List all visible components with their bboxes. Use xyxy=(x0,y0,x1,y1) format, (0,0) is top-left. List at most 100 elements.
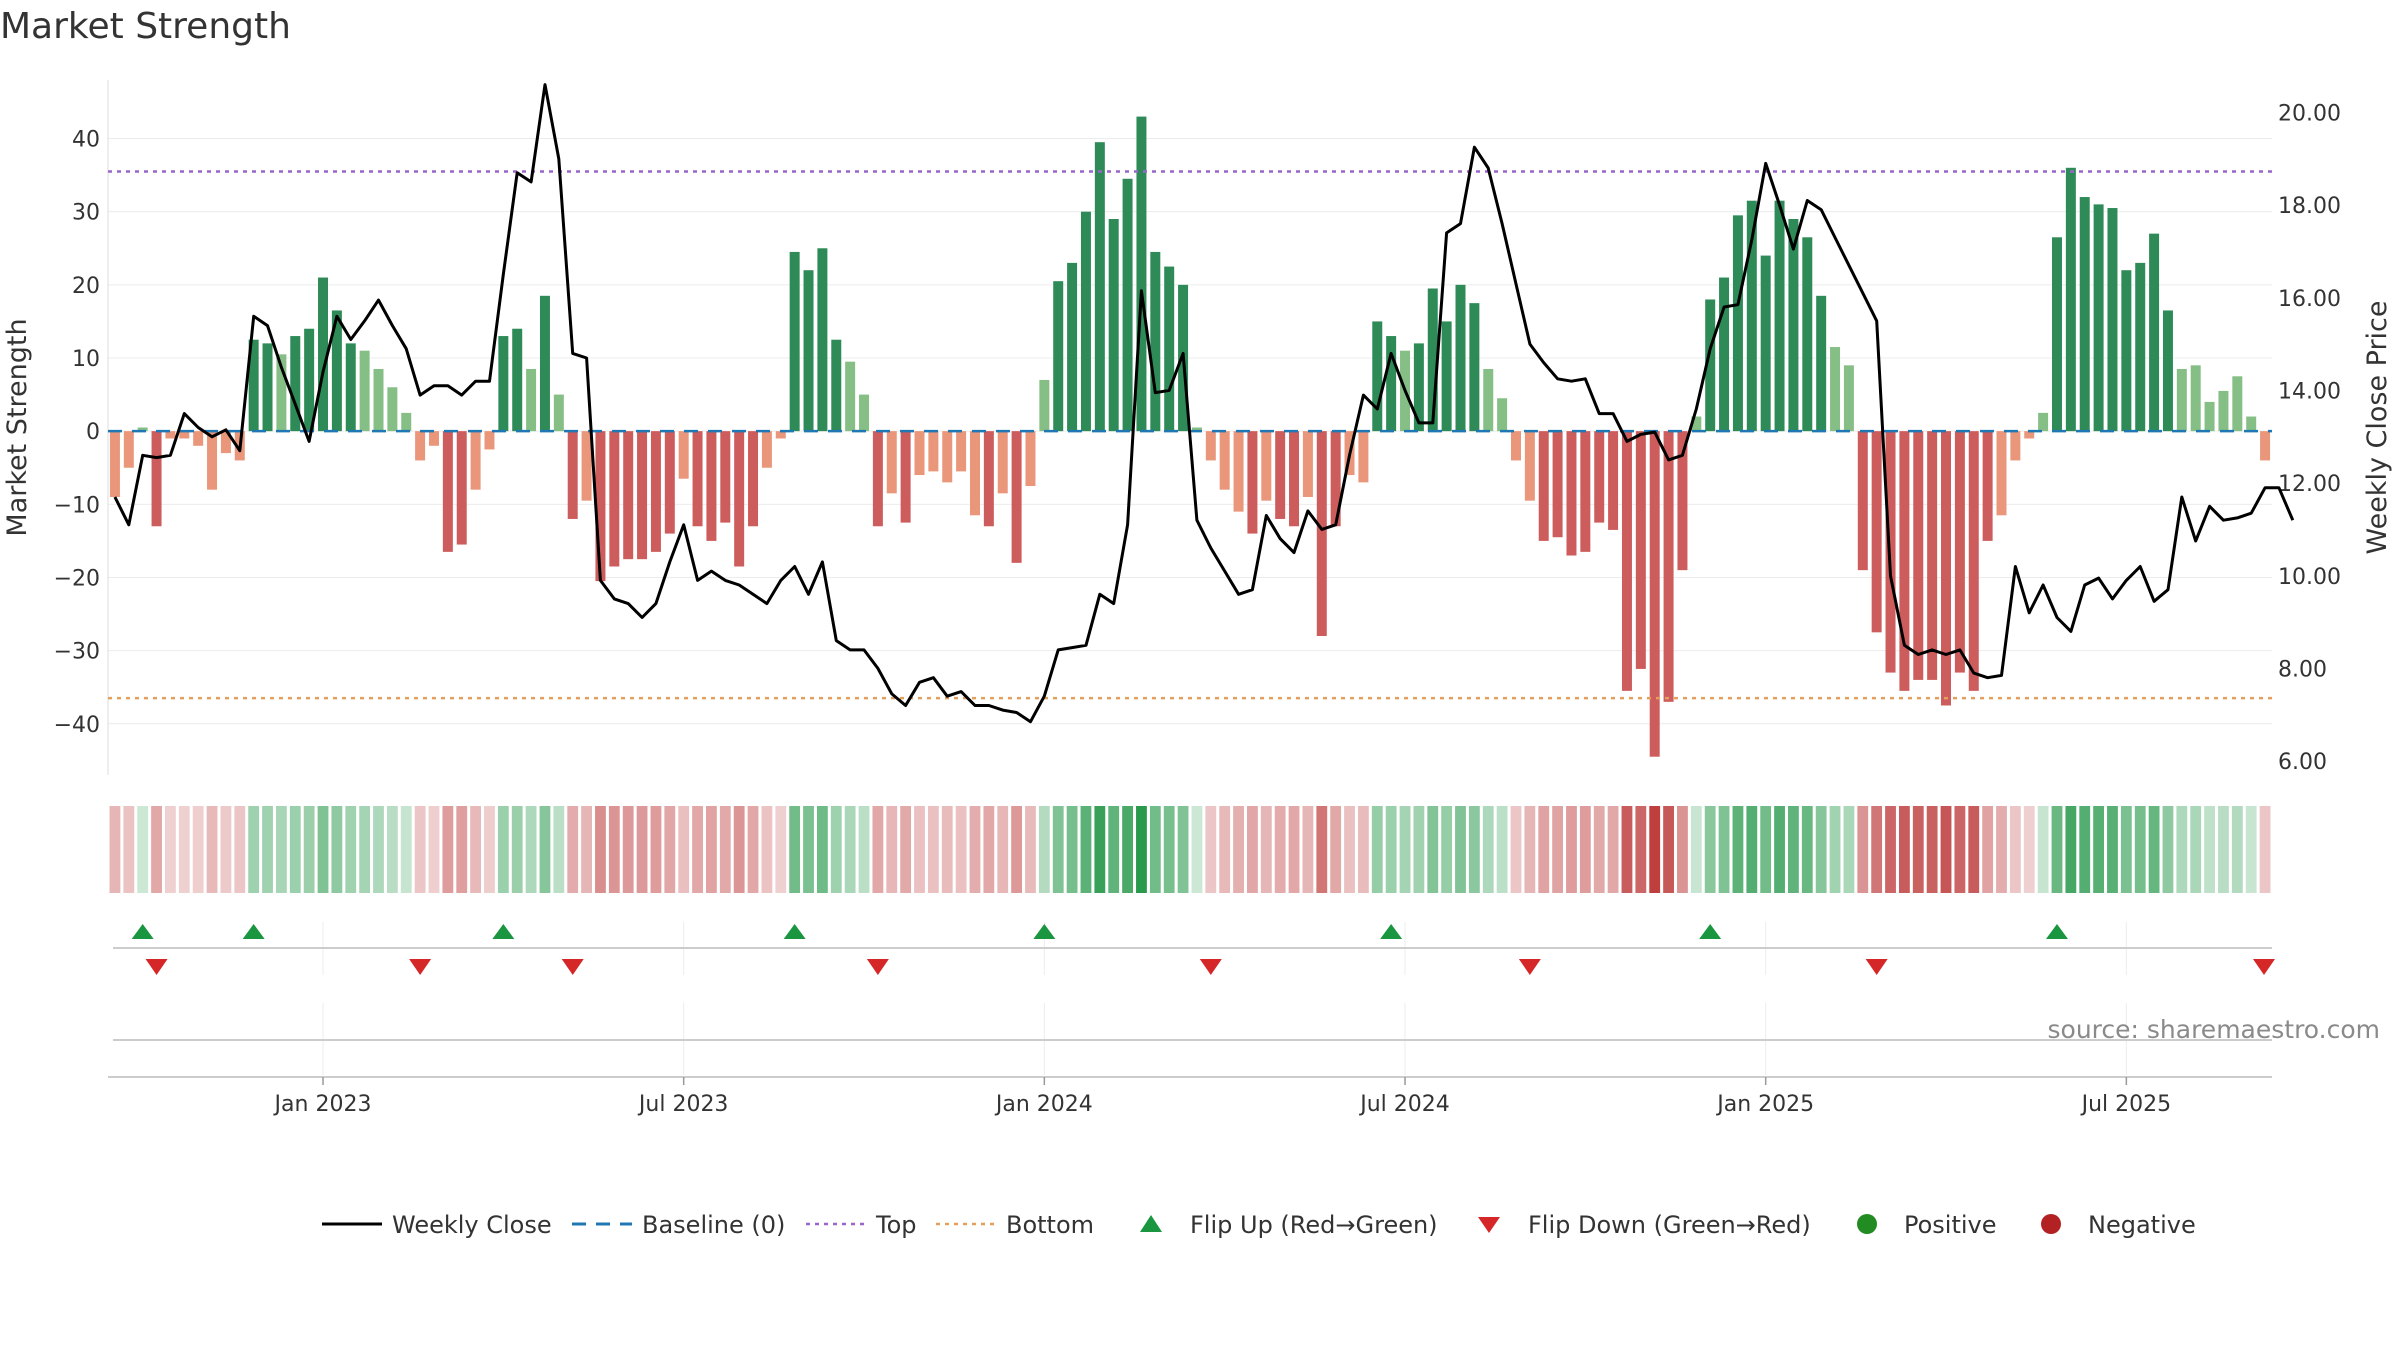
chart-title: Market Strength xyxy=(0,6,291,47)
strength-bar xyxy=(706,431,717,541)
strength-bar xyxy=(1469,303,1480,432)
left-tick-label: 0 xyxy=(86,420,100,445)
legend-label: Baseline (0) xyxy=(642,1211,785,1239)
left-tick-label: −20 xyxy=(54,566,100,591)
heat-strip-cell xyxy=(1774,806,1785,893)
x-tick-label: Jan 2024 xyxy=(994,1092,1093,1117)
strength-bar xyxy=(318,277,329,432)
heat-strip-cell xyxy=(733,806,745,893)
strength-bar xyxy=(748,431,759,527)
heat-strip-cell xyxy=(1011,806,1023,893)
heat-strip-cell xyxy=(678,806,690,893)
strength-bar xyxy=(2024,431,2035,439)
strength-bar xyxy=(1233,431,1244,512)
heat-strip-cell xyxy=(1593,806,1605,893)
strength-bar xyxy=(1289,431,1300,527)
strength-bar xyxy=(1691,416,1702,432)
strength-bar xyxy=(2232,376,2243,432)
heat-strip-cell xyxy=(2176,806,2188,893)
heat-strip-cell xyxy=(248,806,260,893)
strength-bar xyxy=(650,431,661,552)
heat-strip-cell xyxy=(2134,806,2146,893)
flip-down-marker xyxy=(561,959,584,975)
heat-strip-cell xyxy=(706,806,717,893)
heat-strip-cell xyxy=(692,806,703,893)
heat-strip-cell xyxy=(2245,806,2257,893)
heat-strip-cell xyxy=(914,806,925,893)
heat-strip-cell xyxy=(1718,806,1730,893)
heat-strip-cell xyxy=(1385,806,1397,893)
strength-bar xyxy=(1996,431,2007,516)
heat-strip-cell xyxy=(927,806,939,893)
right-tick-label: 6.00 xyxy=(2278,750,2327,775)
strength-bar xyxy=(290,336,301,432)
flip-up-marker xyxy=(492,924,515,939)
flip-down-marker xyxy=(866,959,889,975)
strength-bar xyxy=(1608,431,1619,530)
heat-strip-cell xyxy=(137,806,149,893)
heat-strip-cell xyxy=(844,806,856,893)
heat-strip-cell xyxy=(900,806,912,893)
heat-strip-cell xyxy=(789,806,801,893)
strength-bar xyxy=(1275,431,1286,519)
heat-strip-cell xyxy=(428,806,440,893)
heat-strip-cell xyxy=(345,806,357,893)
strength-bar xyxy=(761,431,772,468)
heat-strip-cell xyxy=(1663,806,1674,893)
strength-bar xyxy=(526,368,537,432)
left-tick-label: −30 xyxy=(54,640,100,665)
strength-bar xyxy=(415,431,426,461)
strength-bar xyxy=(193,431,204,446)
heat-strip-cell xyxy=(1857,806,1869,893)
heat-strip-cell xyxy=(1760,806,1772,893)
strength-bar xyxy=(1871,431,1882,633)
strength-bar xyxy=(137,427,148,432)
strength-bar xyxy=(581,431,592,501)
heat-strip-cell xyxy=(539,806,551,893)
right-tick-label: 18.00 xyxy=(2278,194,2341,219)
heat-strip-cell xyxy=(1122,806,1133,893)
heat-strip-cell xyxy=(1357,806,1369,893)
heat-strip-cell xyxy=(997,806,1009,893)
strength-bar xyxy=(2162,310,2173,432)
strength-bar xyxy=(470,431,481,490)
strength-bar xyxy=(484,431,495,450)
flip-down-marker xyxy=(1199,959,1222,975)
heat-strip-cell xyxy=(886,806,898,893)
heat-strip-cell xyxy=(484,806,495,893)
strength-bar xyxy=(983,431,994,527)
left-tick-label: 40 xyxy=(72,128,100,153)
heat-strip-cell xyxy=(1108,806,1120,893)
heat-strip-cell xyxy=(1302,806,1314,893)
heat-strip-cell xyxy=(2065,806,2077,893)
heat-strip-cell xyxy=(109,806,121,893)
strength-bar xyxy=(1067,262,1078,432)
strength-bar xyxy=(539,295,550,432)
strength-bar xyxy=(1857,431,1868,571)
source-note: source: sharemaestro.com xyxy=(2047,1015,2381,1044)
heat-strip-cell xyxy=(1510,806,1522,893)
left-axis-title: Market Strength xyxy=(2,318,33,536)
strength-bar xyxy=(276,354,287,432)
strength-bar xyxy=(831,339,842,432)
strength-bar xyxy=(1039,379,1050,432)
heat-strip-cell xyxy=(234,806,246,893)
strength-bar xyxy=(1552,431,1563,538)
strength-bar xyxy=(512,328,523,432)
strength-bar xyxy=(2038,412,2049,432)
heat-strip-cell xyxy=(1552,806,1564,893)
heat-strip-cell xyxy=(1926,806,1938,893)
strength-bar xyxy=(1968,431,1979,691)
heat-strip-cell xyxy=(1205,806,1217,893)
strength-bar xyxy=(1122,178,1133,432)
heat-strip-cell xyxy=(1607,806,1619,893)
strength-bar xyxy=(1455,284,1466,432)
heat-strip-cell xyxy=(151,806,162,893)
strength-bar xyxy=(1732,215,1743,432)
strength-bar xyxy=(637,431,648,560)
strength-bar xyxy=(1150,251,1161,432)
heat-strip-cell xyxy=(595,806,606,893)
strength-bar xyxy=(1760,255,1771,432)
heat-strip-cell xyxy=(1829,806,1841,893)
